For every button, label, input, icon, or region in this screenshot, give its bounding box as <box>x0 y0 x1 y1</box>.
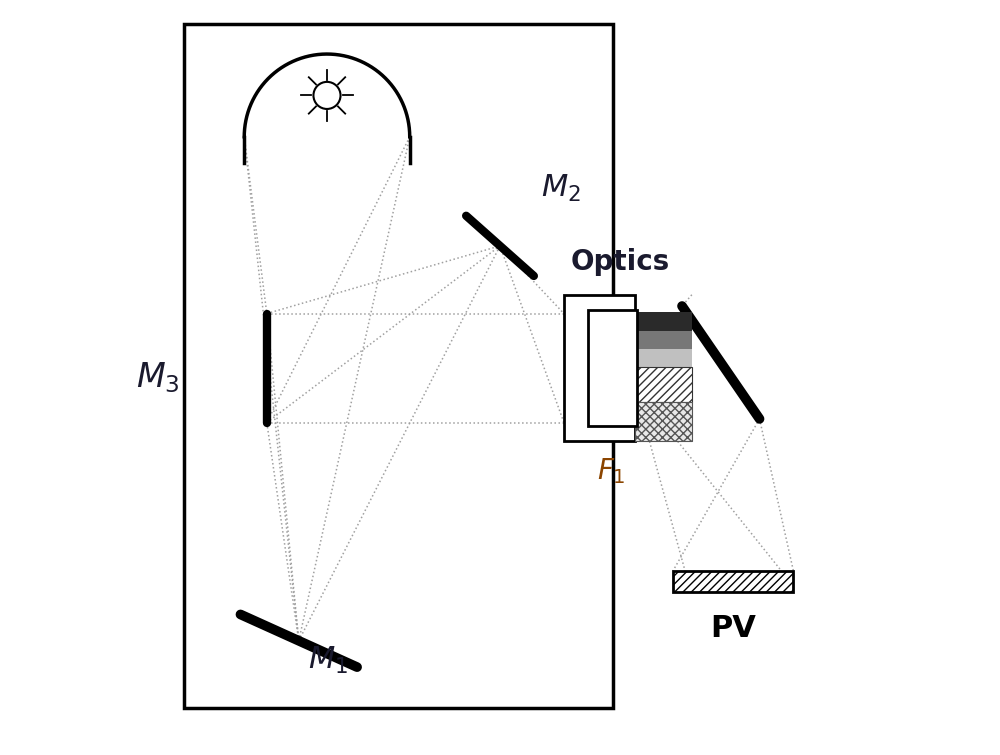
Text: PV: PV <box>710 615 756 643</box>
Bar <box>635 402 692 442</box>
Bar <box>635 349 692 367</box>
Circle shape <box>320 88 334 102</box>
Bar <box>564 294 635 442</box>
Text: $M_1$: $M_1$ <box>308 645 348 676</box>
Bar <box>635 331 692 349</box>
Text: Optics: Optics <box>571 248 670 276</box>
Bar <box>588 310 637 427</box>
Text: $F_1$: $F_1$ <box>597 457 626 486</box>
Bar <box>635 367 692 402</box>
Text: $M_3$: $M_3$ <box>136 360 180 395</box>
Bar <box>635 313 692 331</box>
Text: $M_2$: $M_2$ <box>541 174 581 205</box>
Bar <box>184 24 613 708</box>
Bar <box>673 571 793 592</box>
